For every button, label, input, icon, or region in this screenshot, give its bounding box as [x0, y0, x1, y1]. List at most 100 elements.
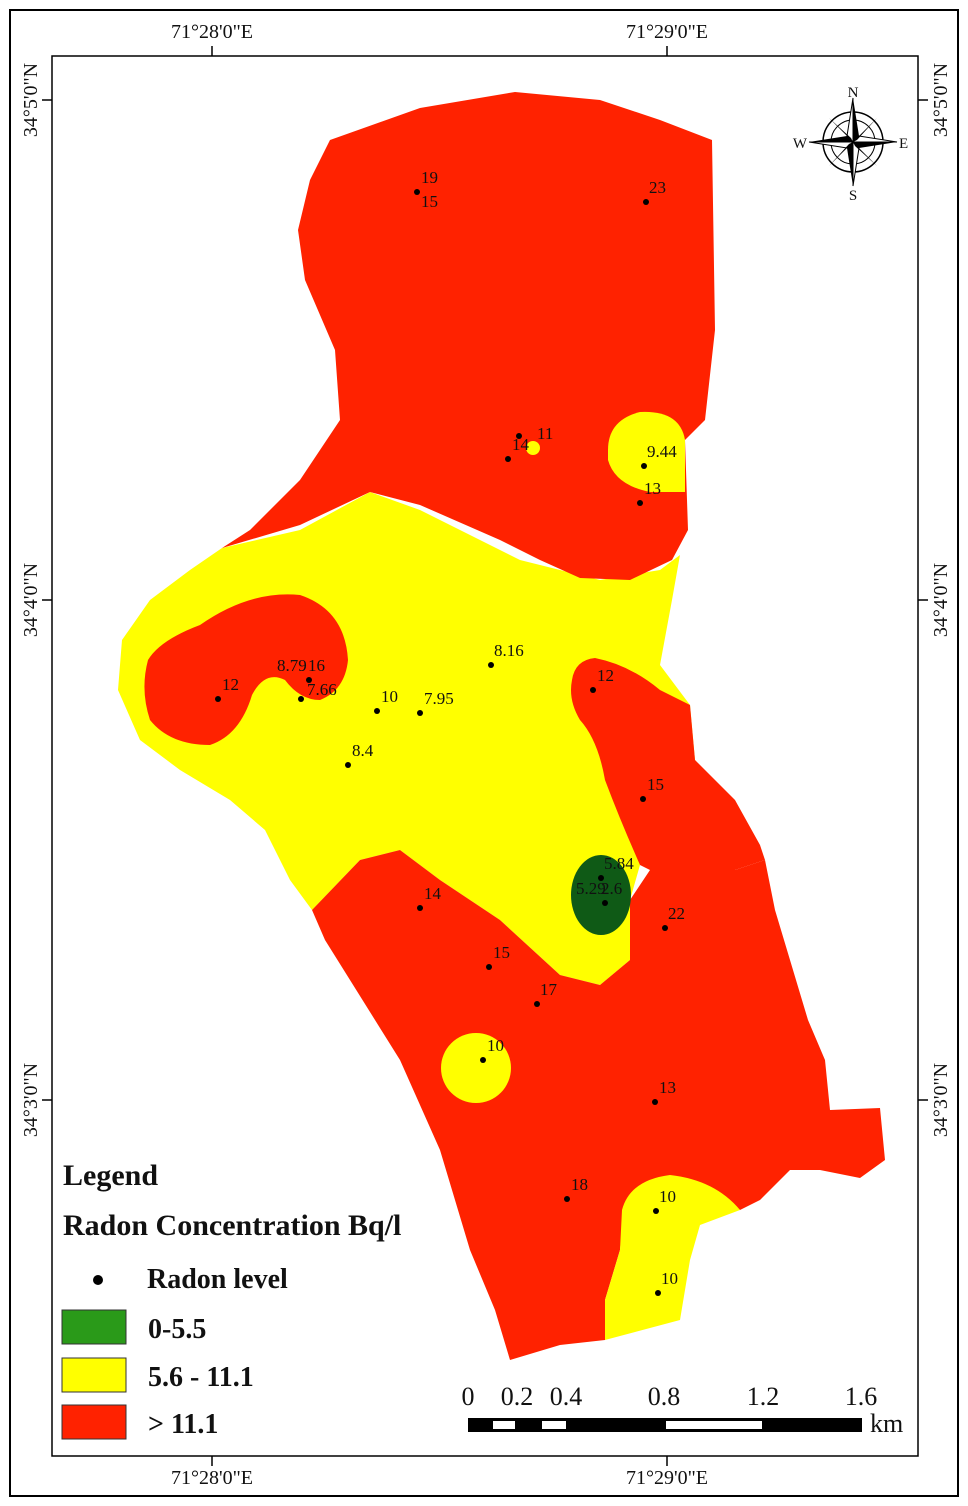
sample-point-label: 13: [644, 479, 661, 498]
sample-point-label: 5.29: [576, 879, 606, 898]
sample-point-label: 15: [421, 192, 438, 211]
sample-point-marker: [653, 1208, 659, 1214]
left-lat-label-3: 34°3'0"N: [20, 1063, 42, 1137]
zone-low: [571, 855, 631, 935]
sample-point-label: 10: [659, 1187, 676, 1206]
zone-mid-southeast: [605, 1175, 740, 1340]
scale-tick-3: 0.8: [648, 1382, 681, 1411]
sample-point-label: 13: [659, 1078, 676, 1097]
legend-label-mid: 5.6 - 11.1: [148, 1362, 254, 1393]
scale-tick-1: 0.2: [501, 1382, 534, 1411]
sample-point-marker: [215, 696, 221, 702]
sample-point-marker: [345, 762, 351, 768]
sample-point-marker: [488, 662, 494, 668]
sample-point-marker: [534, 1001, 540, 1007]
sample-point-label: 15: [647, 775, 664, 794]
compass-north: N: [848, 85, 859, 101]
sample-point-label: 7.66: [307, 680, 337, 699]
sample-point-marker: [590, 687, 596, 693]
sample-point-marker: [480, 1057, 486, 1063]
zone-high-south: [312, 850, 885, 1360]
scale-tick-0: 0: [462, 1382, 475, 1411]
bottom-lon-label-1: 71°28'0"E: [171, 1467, 253, 1489]
legend-swatch-low: [61, 1309, 127, 1345]
sample-point-label: 17: [540, 980, 558, 999]
sample-point-marker: [662, 925, 668, 931]
sample-point-label: 12: [222, 675, 239, 694]
scale-unit: km: [870, 1409, 903, 1438]
scale-tick-2: 0.4: [550, 1382, 583, 1411]
compass-south: S: [849, 188, 857, 204]
sample-point-label: 8.16: [494, 641, 524, 660]
sample-point-marker: [414, 189, 420, 195]
legend-subtitle: Radon Concentration Bq/l: [63, 1209, 401, 1242]
sample-point-label: 16: [308, 656, 325, 675]
scale-tick-5: 1.6: [845, 1382, 878, 1411]
sample-point-label: 19: [421, 168, 438, 187]
sample-point-label: 8.4: [352, 741, 374, 760]
sample-point-marker: [602, 900, 608, 906]
bottom-lon-label-2: 71°29'0"E: [626, 1467, 708, 1489]
sample-point-marker: [598, 875, 604, 881]
sample-point-marker: [564, 1196, 570, 1202]
zone-high-east: [571, 658, 765, 870]
left-lat-label-2: 34°4'0"N: [20, 563, 42, 637]
sample-point-marker: [641, 463, 647, 469]
sample-point-marker: [655, 1290, 661, 1296]
legend: Legend Radon Concentration Bq/l Radon le…: [61, 1159, 401, 1440]
scale-tick-4: 1.2: [747, 1382, 780, 1411]
right-lat-label-3: 34°3'0"N: [930, 1063, 952, 1137]
zone-mid-north-island: [608, 411, 685, 492]
legend-swatch-high: [61, 1404, 127, 1440]
zone-high-north: [222, 92, 715, 580]
sample-point-marker: [652, 1099, 658, 1105]
sample-point-label: 15: [493, 943, 510, 962]
sample-point-marker: [637, 500, 643, 506]
compass-east: E: [899, 136, 908, 152]
zone-mid-south-island: [441, 1033, 511, 1103]
sample-point-label: 9.44: [647, 442, 677, 461]
legend-label-low: 0-5.5: [148, 1314, 206, 1345]
compass-west: W: [793, 136, 808, 152]
sample-point-label: 12: [597, 666, 614, 685]
sample-point-label: 10: [661, 1269, 678, 1288]
sample-point-marker: [298, 696, 304, 702]
sample-point-label: 23: [649, 178, 666, 197]
sample-points: 19 15 23 11 14 9.44 13 8.79 16 7.66 12 8.16 10 7.95 8.…: [215, 168, 685, 1296]
legend-title: Legend: [63, 1159, 158, 1192]
sample-point-label: 10: [487, 1036, 504, 1055]
graticule-ticks: [42, 46, 928, 1466]
top-lon-label-1: 71°28'0"E: [171, 21, 253, 43]
sample-point-label: 18: [571, 1175, 588, 1194]
compass-rose: N S E W: [793, 85, 908, 204]
sample-point-label: 22: [668, 904, 685, 923]
sample-point-label: 14: [424, 884, 442, 903]
sample-point-label: 11: [537, 424, 553, 443]
zone-high-west: [144, 594, 348, 745]
legend-swatch-mid: [61, 1357, 127, 1393]
sample-point-label: 14: [512, 435, 530, 454]
sample-point-marker: [486, 964, 492, 970]
scale-bar: 0 0.2 0.4 0.8 1.2 1.6 km: [462, 1382, 904, 1438]
right-lat-label-2: 34°4'0"N: [930, 563, 952, 637]
sample-point-marker: [516, 433, 522, 439]
sample-point-marker: [505, 456, 511, 462]
sample-point-marker: [417, 710, 423, 716]
sample-point-marker: [374, 708, 380, 714]
sample-point-label: 5.84: [604, 854, 634, 873]
sample-point-marker: [640, 796, 646, 802]
sample-point-label: 2.6: [601, 879, 622, 898]
zone-mid-spot: [526, 441, 540, 455]
sample-point-label: 8.79: [277, 656, 307, 675]
sample-point-label: 10: [381, 687, 398, 706]
sample-point-marker: [643, 199, 649, 205]
sample-point-marker: [306, 677, 312, 683]
top-lon-label-2: 71°29'0"E: [626, 21, 708, 43]
legend-point-symbol: [93, 1275, 103, 1285]
legend-point-label: Radon level: [147, 1264, 288, 1295]
legend-label-high: > 11.1: [148, 1409, 218, 1440]
left-lat-label-1: 34°5'0"N: [20, 63, 42, 137]
sample-point-label: 7.95: [424, 689, 454, 708]
right-lat-label-1: 34°5'0"N: [930, 63, 952, 137]
